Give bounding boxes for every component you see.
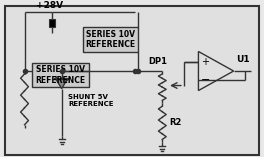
- Text: R2: R2: [169, 118, 182, 127]
- Text: U1: U1: [237, 55, 250, 64]
- Text: SERIES 10V
REFERENCE: SERIES 10V REFERENCE: [86, 30, 136, 49]
- Text: +: +: [201, 57, 209, 67]
- FancyBboxPatch shape: [32, 63, 89, 87]
- Bar: [49, 19, 55, 27]
- Polygon shape: [56, 79, 68, 89]
- Text: SERIES 10V
REFERENCE: SERIES 10V REFERENCE: [36, 65, 86, 85]
- Text: DP1: DP1: [149, 57, 168, 66]
- FancyBboxPatch shape: [83, 27, 138, 52]
- Text: SHUNT 5V
REFERENCE: SHUNT 5V REFERENCE: [68, 95, 114, 108]
- Text: +28V: +28V: [36, 1, 64, 11]
- Text: −: −: [201, 75, 210, 85]
- FancyBboxPatch shape: [5, 5, 259, 155]
